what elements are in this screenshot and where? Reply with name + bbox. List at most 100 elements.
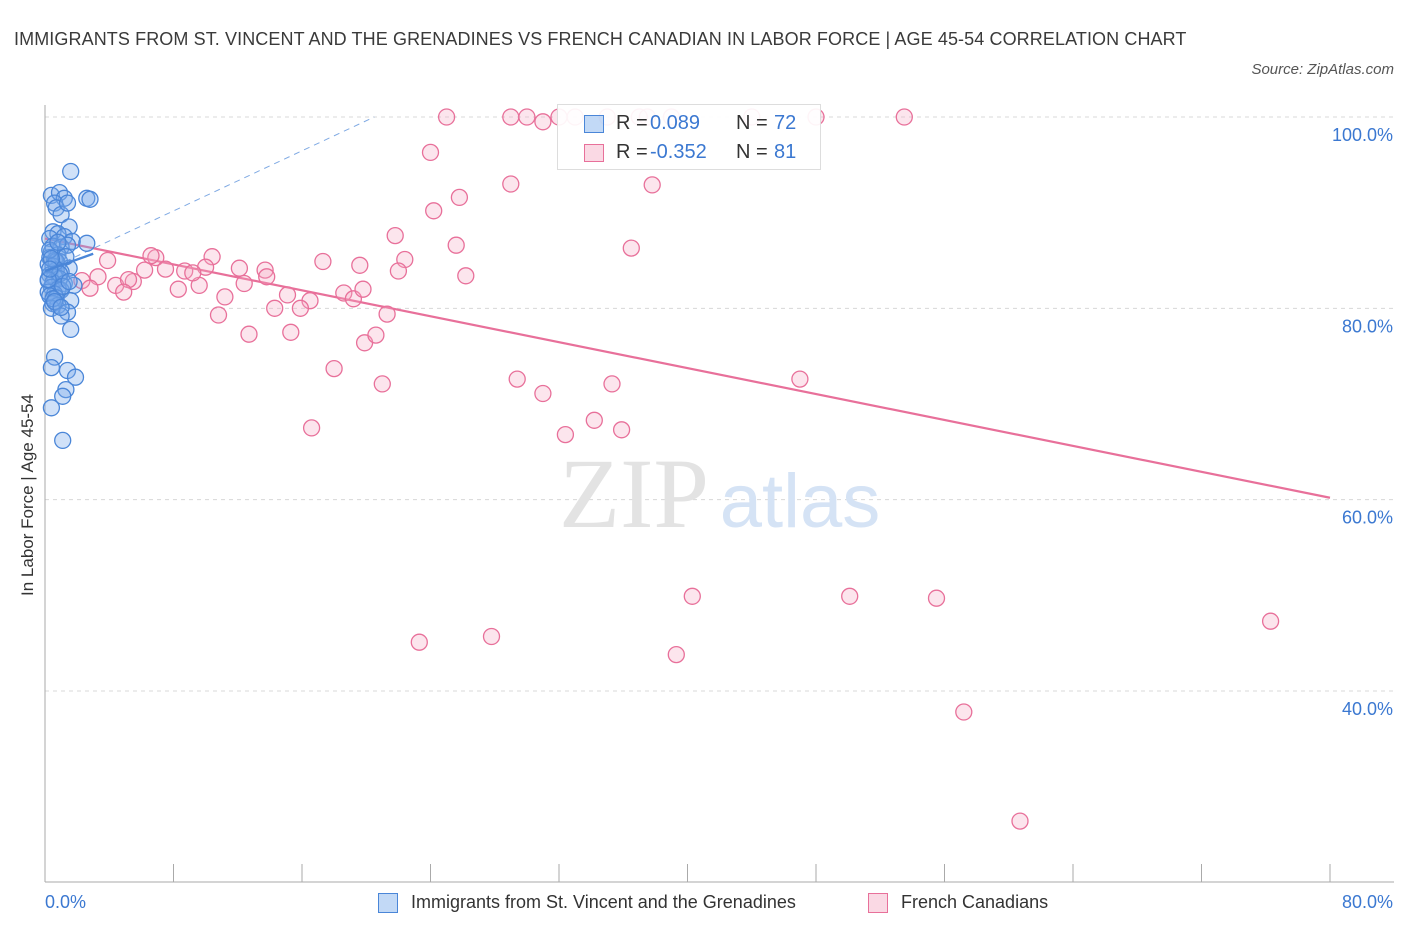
source-label: Source: ZipAtlas.com bbox=[1251, 61, 1394, 78]
data-point-pink bbox=[791, 370, 809, 388]
data-point-pink bbox=[585, 411, 603, 429]
data-point-pink bbox=[927, 589, 946, 607]
tick-labels: 40.0% 60.0% 80.0% 100.0% 0.0% 80.0% bbox=[45, 125, 1393, 912]
legend-swatch-blue bbox=[584, 115, 604, 133]
data-point-pink bbox=[955, 703, 973, 721]
data-point-pink bbox=[314, 252, 332, 271]
data-point-pink bbox=[386, 226, 404, 245]
data-point-blue bbox=[54, 387, 72, 405]
data-point-pink bbox=[1261, 612, 1280, 630]
data-point-blue bbox=[81, 190, 99, 208]
grid-lines bbox=[45, 116, 1394, 692]
bottom-legend-swatch-blue bbox=[378, 893, 398, 913]
legend-r-value-blue: 0.089 bbox=[650, 112, 701, 134]
legend-swatch-pink bbox=[584, 144, 604, 162]
data-point-pink bbox=[325, 359, 343, 378]
data-point-pink bbox=[302, 419, 321, 437]
data-point-pink bbox=[425, 202, 443, 220]
chart-title: IMMIGRANTS FROM ST. VINCENT AND THE GREN… bbox=[14, 29, 1187, 49]
data-point-pink bbox=[378, 305, 396, 323]
data-point-blue bbox=[54, 431, 72, 450]
x-tick-label: 0.0% bbox=[45, 892, 86, 912]
data-point-pink bbox=[447, 236, 465, 254]
series-pink bbox=[73, 108, 1280, 830]
series-blue bbox=[39, 162, 99, 450]
data-point-pink bbox=[1011, 812, 1029, 830]
data-point-pink bbox=[457, 267, 475, 285]
legend-row-pink: R = -0.352 N = 81 bbox=[558, 138, 820, 168]
data-point-pink bbox=[184, 264, 202, 282]
trendline-pink bbox=[44, 237, 1331, 499]
legend-n-label: N = bbox=[736, 112, 768, 134]
data-point-blue bbox=[42, 399, 61, 417]
data-point-pink bbox=[135, 261, 154, 279]
data-point-pink bbox=[556, 425, 575, 444]
legend-row-blue: R = 0.089 N = 72 bbox=[558, 109, 820, 139]
data-point-pink bbox=[508, 370, 526, 388]
bottom-legend-label-blue: Immigrants from St. Vincent and the Gren… bbox=[411, 892, 796, 912]
data-point-pink bbox=[603, 375, 621, 393]
trendline-blue bbox=[44, 252, 94, 273]
data-point-pink bbox=[230, 259, 249, 277]
data-point-pink bbox=[895, 108, 913, 126]
data-point-pink bbox=[291, 299, 310, 317]
data-point-pink bbox=[437, 108, 456, 126]
data-point-pink bbox=[115, 283, 133, 301]
data-point-blue bbox=[52, 298, 70, 317]
data-point-pink bbox=[156, 260, 175, 278]
bottom-legend-swatch-pink bbox=[868, 893, 888, 913]
data-point-pink bbox=[169, 280, 187, 298]
data-point-pink bbox=[622, 239, 640, 257]
data-point-blue bbox=[78, 234, 96, 252]
data-point-pink bbox=[256, 261, 274, 279]
data-point-pink bbox=[683, 587, 701, 605]
data-point-pink bbox=[216, 288, 234, 306]
data-point-pink bbox=[841, 587, 859, 605]
data-point-pink bbox=[410, 633, 428, 651]
data-point-pink bbox=[502, 108, 520, 126]
y-tick-label: 60.0% bbox=[1342, 508, 1393, 528]
data-point-pink bbox=[450, 188, 469, 207]
data-point-pink bbox=[667, 645, 685, 664]
y-tick-label: 80.0% bbox=[1342, 316, 1393, 336]
data-point-pink bbox=[354, 280, 372, 298]
y-axis-label: In Labor Force | Age 45-54 bbox=[18, 394, 37, 596]
data-point-pink bbox=[502, 175, 520, 193]
watermark-zip: ZIP bbox=[559, 438, 709, 549]
bottom-legend-label-pink: French Canadians bbox=[901, 892, 1049, 912]
data-point-pink bbox=[534, 384, 552, 403]
legend-r-value-pink: -0.352 bbox=[650, 141, 707, 163]
data-points bbox=[39, 108, 1280, 830]
trend-lines bbox=[44, 116, 1331, 499]
legend-n-value-blue: 72 bbox=[774, 112, 797, 134]
data-point-blue bbox=[58, 194, 77, 212]
x-tick-label: 80.0% bbox=[1342, 892, 1393, 912]
data-point-pink bbox=[266, 299, 284, 317]
legend-r-label: R = bbox=[616, 141, 648, 163]
legend-n-label: N = bbox=[736, 141, 768, 163]
data-point-blue bbox=[45, 348, 64, 366]
data-point-blue bbox=[42, 358, 61, 377]
data-point-pink bbox=[612, 421, 631, 439]
data-point-pink bbox=[142, 247, 160, 265]
data-point-pink bbox=[235, 274, 253, 293]
data-point-pink bbox=[643, 176, 661, 194]
data-point-blue bbox=[60, 272, 78, 291]
data-point-pink bbox=[351, 256, 369, 274]
data-point-pink bbox=[373, 375, 391, 393]
data-point-pink bbox=[282, 323, 300, 341]
legend: R = 0.089 N = 72 R = -0.352 N = 81 bbox=[557, 104, 821, 170]
trendline-blue-extended bbox=[44, 116, 375, 272]
y-tick-label: 100.0% bbox=[1332, 125, 1393, 145]
watermark: ZIP atlas bbox=[559, 438, 880, 549]
data-point-pink bbox=[534, 113, 552, 131]
data-point-pink bbox=[367, 326, 385, 344]
legend-r-label: R = bbox=[616, 112, 648, 134]
data-point-pink bbox=[98, 251, 117, 270]
data-point-pink bbox=[203, 248, 221, 266]
data-point-pink bbox=[389, 262, 408, 280]
data-point-pink bbox=[81, 279, 99, 297]
data-point-pink bbox=[278, 286, 297, 304]
y-tick-label: 40.0% bbox=[1342, 699, 1393, 719]
